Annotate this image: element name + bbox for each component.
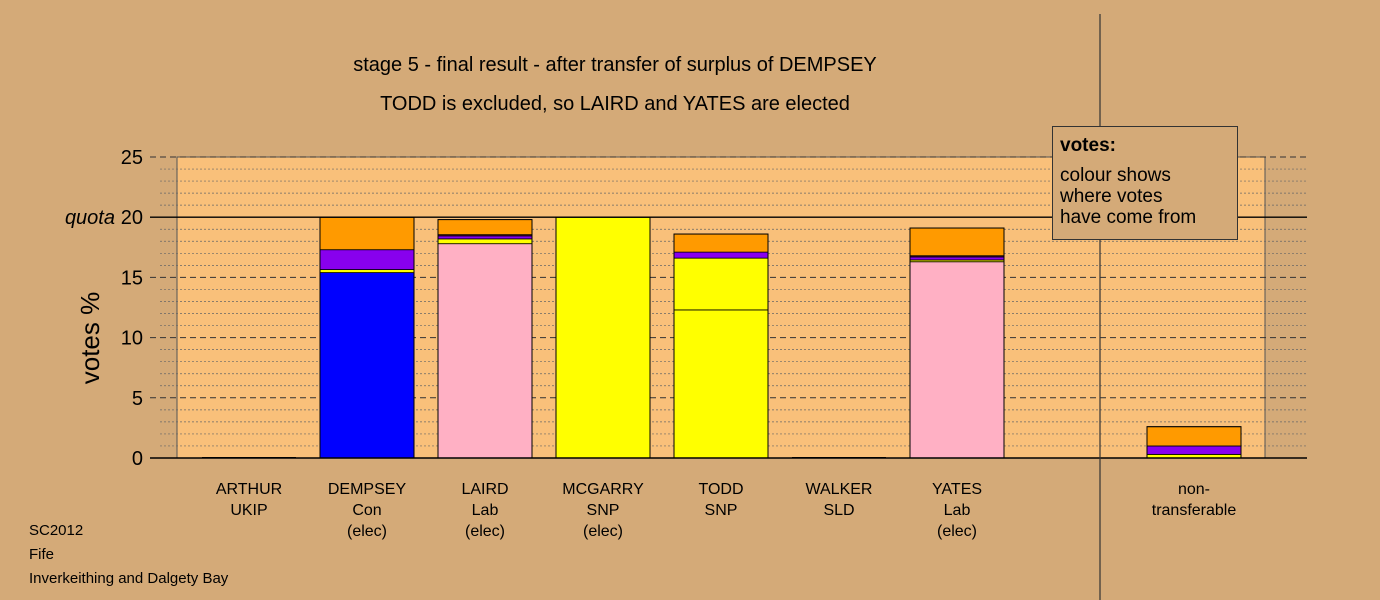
category-label-line: SNP xyxy=(586,502,620,519)
category-label-line: Con xyxy=(352,502,382,519)
chart-subtitle: TODD is excluded, so LAIRD and YATES are… xyxy=(380,93,850,115)
category-label-line: DEMPSEY xyxy=(327,481,407,498)
category-label: YATES Lab (elec) xyxy=(897,479,1017,542)
category-label-line: (elec) xyxy=(936,523,977,540)
category-label-line: TODD xyxy=(698,481,744,498)
bar-segment xyxy=(555,216,651,459)
y-tick-label: 25 xyxy=(121,147,143,169)
category-label-line: LAIRD xyxy=(461,481,509,498)
category-label-line: YATES xyxy=(931,481,983,498)
category-label: non-transferable xyxy=(1134,479,1254,521)
footer-election: SC2012 xyxy=(29,522,84,539)
y-axis-label: votes % xyxy=(75,292,105,385)
bar-segment xyxy=(437,235,533,240)
category-label-line: SNP xyxy=(704,502,738,519)
category-label: DEMPSEY Con (elec) xyxy=(307,479,427,542)
legend-line: colour shows xyxy=(1060,165,1171,186)
y-tick-label: 0 xyxy=(132,448,143,470)
legend-line: have come from xyxy=(1060,207,1197,228)
bar-segment xyxy=(437,219,533,236)
bar-segment xyxy=(673,251,769,259)
bar-segment xyxy=(673,309,769,459)
chart-title: stage 5 - final result - after transfer … xyxy=(353,54,877,76)
category-label: LAIRD Lab (elec) xyxy=(425,479,545,542)
category-label-line: transferable xyxy=(1151,502,1237,519)
legend-box: votes: colour shows where votes have com… xyxy=(1052,126,1238,240)
category-label-line: non- xyxy=(1177,481,1211,498)
category-label-line: (elec) xyxy=(582,523,623,540)
category-label-line: WALKER xyxy=(805,481,873,498)
category-label-line: SLD xyxy=(823,502,855,519)
bar-segment xyxy=(1146,445,1242,455)
bar-segment xyxy=(673,257,769,311)
bar-segment xyxy=(909,256,1005,261)
footer-ward: Inverkeithing and Dalgety Bay xyxy=(29,570,229,587)
y-tick-label: 15 xyxy=(121,267,143,289)
legend-line: where votes xyxy=(1060,186,1163,207)
bar-segment xyxy=(673,233,769,253)
category-label-line: UKIP xyxy=(230,502,268,519)
category-label: TODD SNP xyxy=(661,479,781,521)
bar-segment xyxy=(437,243,533,459)
category-label: ARTHUR UKIP xyxy=(189,479,309,521)
bar-segment xyxy=(909,261,1005,459)
category-label: WALKER SLD xyxy=(779,479,899,521)
bar-segment xyxy=(319,269,415,273)
bar-segment xyxy=(319,216,415,251)
category-label-line: Lab xyxy=(943,502,971,519)
category-label-line: (elec) xyxy=(346,523,387,540)
footer-council: Fife xyxy=(29,546,55,563)
y-tick-label: 20 xyxy=(121,207,143,229)
quota-label: quota xyxy=(65,207,115,229)
y-tick-label: 5 xyxy=(132,388,143,410)
y-tick-label: 10 xyxy=(121,328,143,350)
category-label: MCGARRY SNP (elec) xyxy=(543,479,663,542)
legend-title: votes: xyxy=(1060,135,1116,156)
category-label-line: ARTHUR xyxy=(215,481,283,498)
category-label-line: Lab xyxy=(471,502,499,519)
bar-segment xyxy=(909,227,1005,257)
category-label-line: MCGARRY xyxy=(562,481,644,498)
bar-segment xyxy=(1146,426,1242,447)
bar-segment xyxy=(437,238,533,245)
category-label-line: (elec) xyxy=(464,523,505,540)
bar-segment xyxy=(319,272,415,459)
bar-segment xyxy=(319,249,415,270)
